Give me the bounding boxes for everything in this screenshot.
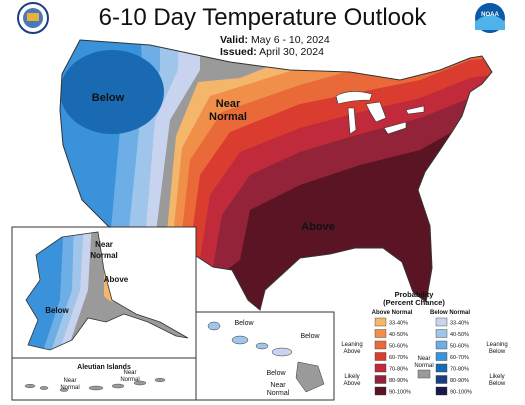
legend-below-bin-swatch [435,329,448,338]
legend-below-bin-label: 70-80% [450,367,469,373]
conus-near-label-1: Near [216,98,241,110]
valid-value: May 6 - 10, 2024 [250,34,330,46]
great-lakes [335,91,425,135]
hawaii-islands [207,321,325,393]
valid-label: Valid: [220,34,249,46]
alaska-above-label: Above [104,275,129,284]
legend-above-bin-swatch [374,352,387,361]
legend-above-bin-swatch [374,363,387,373]
noaa-logo-text: NOAA [481,12,499,18]
legend-below-bin-label: 33-40% [450,321,469,327]
legend-likely-above-2: Above [343,381,361,387]
issued-label: Issued: [220,46,257,58]
legend-below-bin-swatch [435,340,448,350]
legend-above-bin-label: 80-90% [389,378,408,384]
issued-value: April 30, 2024 [259,46,324,58]
legend-below-header: Below Normal [430,310,470,316]
alaska-outline [25,231,189,351]
alaska-near-label-1: Near [95,240,113,249]
hawaii-near-label-2: Normal [267,390,290,397]
aleutian-near-b-1: Near [123,370,136,376]
legend-leaning-above-2: Above [343,349,361,355]
legend-above-bin-swatch [374,386,387,396]
issued-date: Issued: April 30, 2024 [220,46,324,58]
legend-above-bin-swatch [374,340,387,350]
legend-likely-above-1: Likely [344,374,359,380]
legend-above-bin-label: 50-60% [389,344,408,350]
legend-near-2: Normal [414,363,433,369]
legend-below-bin-swatch [435,352,448,361]
legend-above-bin-label: 33-40% [389,321,408,327]
aleutian-inset [11,357,197,401]
aleutian-islands [24,378,166,392]
legend-likely-below-2: Below [489,381,506,387]
valid-dates: Valid: May 6 - 10, 2024 [220,34,330,46]
conus-above-label: Above [301,221,335,233]
legend-title-2: (Percent Chance) [383,298,445,307]
legend-near-1: Near [417,356,430,362]
legend-above-bin-swatch [374,317,387,327]
legend-below-bin-label: 40-50% [450,332,469,338]
noaa-logo: NOAA [475,3,505,33]
legend-below-bin-swatch [435,386,448,396]
aleutian-near-a-2: Normal [60,385,79,391]
hawaii-below-label-1: Below [234,320,254,327]
legend-below-bin-swatch [435,363,448,373]
legend-below-bins: 33-40% 40-50% 50-60% 60-70% 70-80% 80-90% 90-1… [435,317,472,396]
aleutian-near-a-1: Near [63,378,76,384]
legend-below-bin-label: 90-100% [450,390,472,396]
legend-above-bin-label: 70-80% [389,367,408,373]
legend-below-bin-label: 80-90% [450,378,469,384]
aleutian-near-b-2: Normal [120,377,139,383]
legend-above-header: Above Normal [372,310,413,316]
hawaii-near-label-1: Near [270,382,286,389]
hawaii-below-label-2: Below [300,333,320,340]
legend-near-swatch [417,369,431,379]
legend-above-bins: 33-40% 40-50% 50-60% 60-70% 70-80% 80-90% 90-1… [374,317,411,396]
legend-below-bin-swatch [435,317,448,327]
legend-above-bin-label: 90-100% [389,390,411,396]
alaska-near-label-2: Normal [90,251,118,260]
page-title: 6-10 Day Temperature Outlook [98,4,427,31]
legend-above-bin-swatch [374,329,387,338]
conus-below-label: Below [92,92,125,104]
legend-above-bin-swatch [374,375,387,384]
conus-near-label-2: Normal [209,111,247,123]
legend: Probability (Percent Chance) Above Norma… [341,290,507,396]
legend-below-bin-swatch [435,375,448,384]
legend-likely-below-1: Likely [489,374,504,380]
alaska-below-label: Below [45,306,69,315]
legend-above-bin-label: 40-50% [389,332,408,338]
legend-title-1: Probability [395,290,435,299]
legend-below-bin-label: 60-70% [450,355,469,361]
legend-below-bin-label: 50-60% [450,344,469,350]
legend-leaning-below-1: Leaning [486,342,507,348]
legend-leaning-below-2: Below [489,349,506,355]
aleutian-title: Aleutian Islands [77,364,131,371]
hawaii-below-label-3: Below [266,370,286,377]
doc-seal-logo [17,2,49,34]
legend-above-bin-label: 60-70% [389,355,408,361]
legend-leaning-above-1: Leaning [341,342,362,348]
